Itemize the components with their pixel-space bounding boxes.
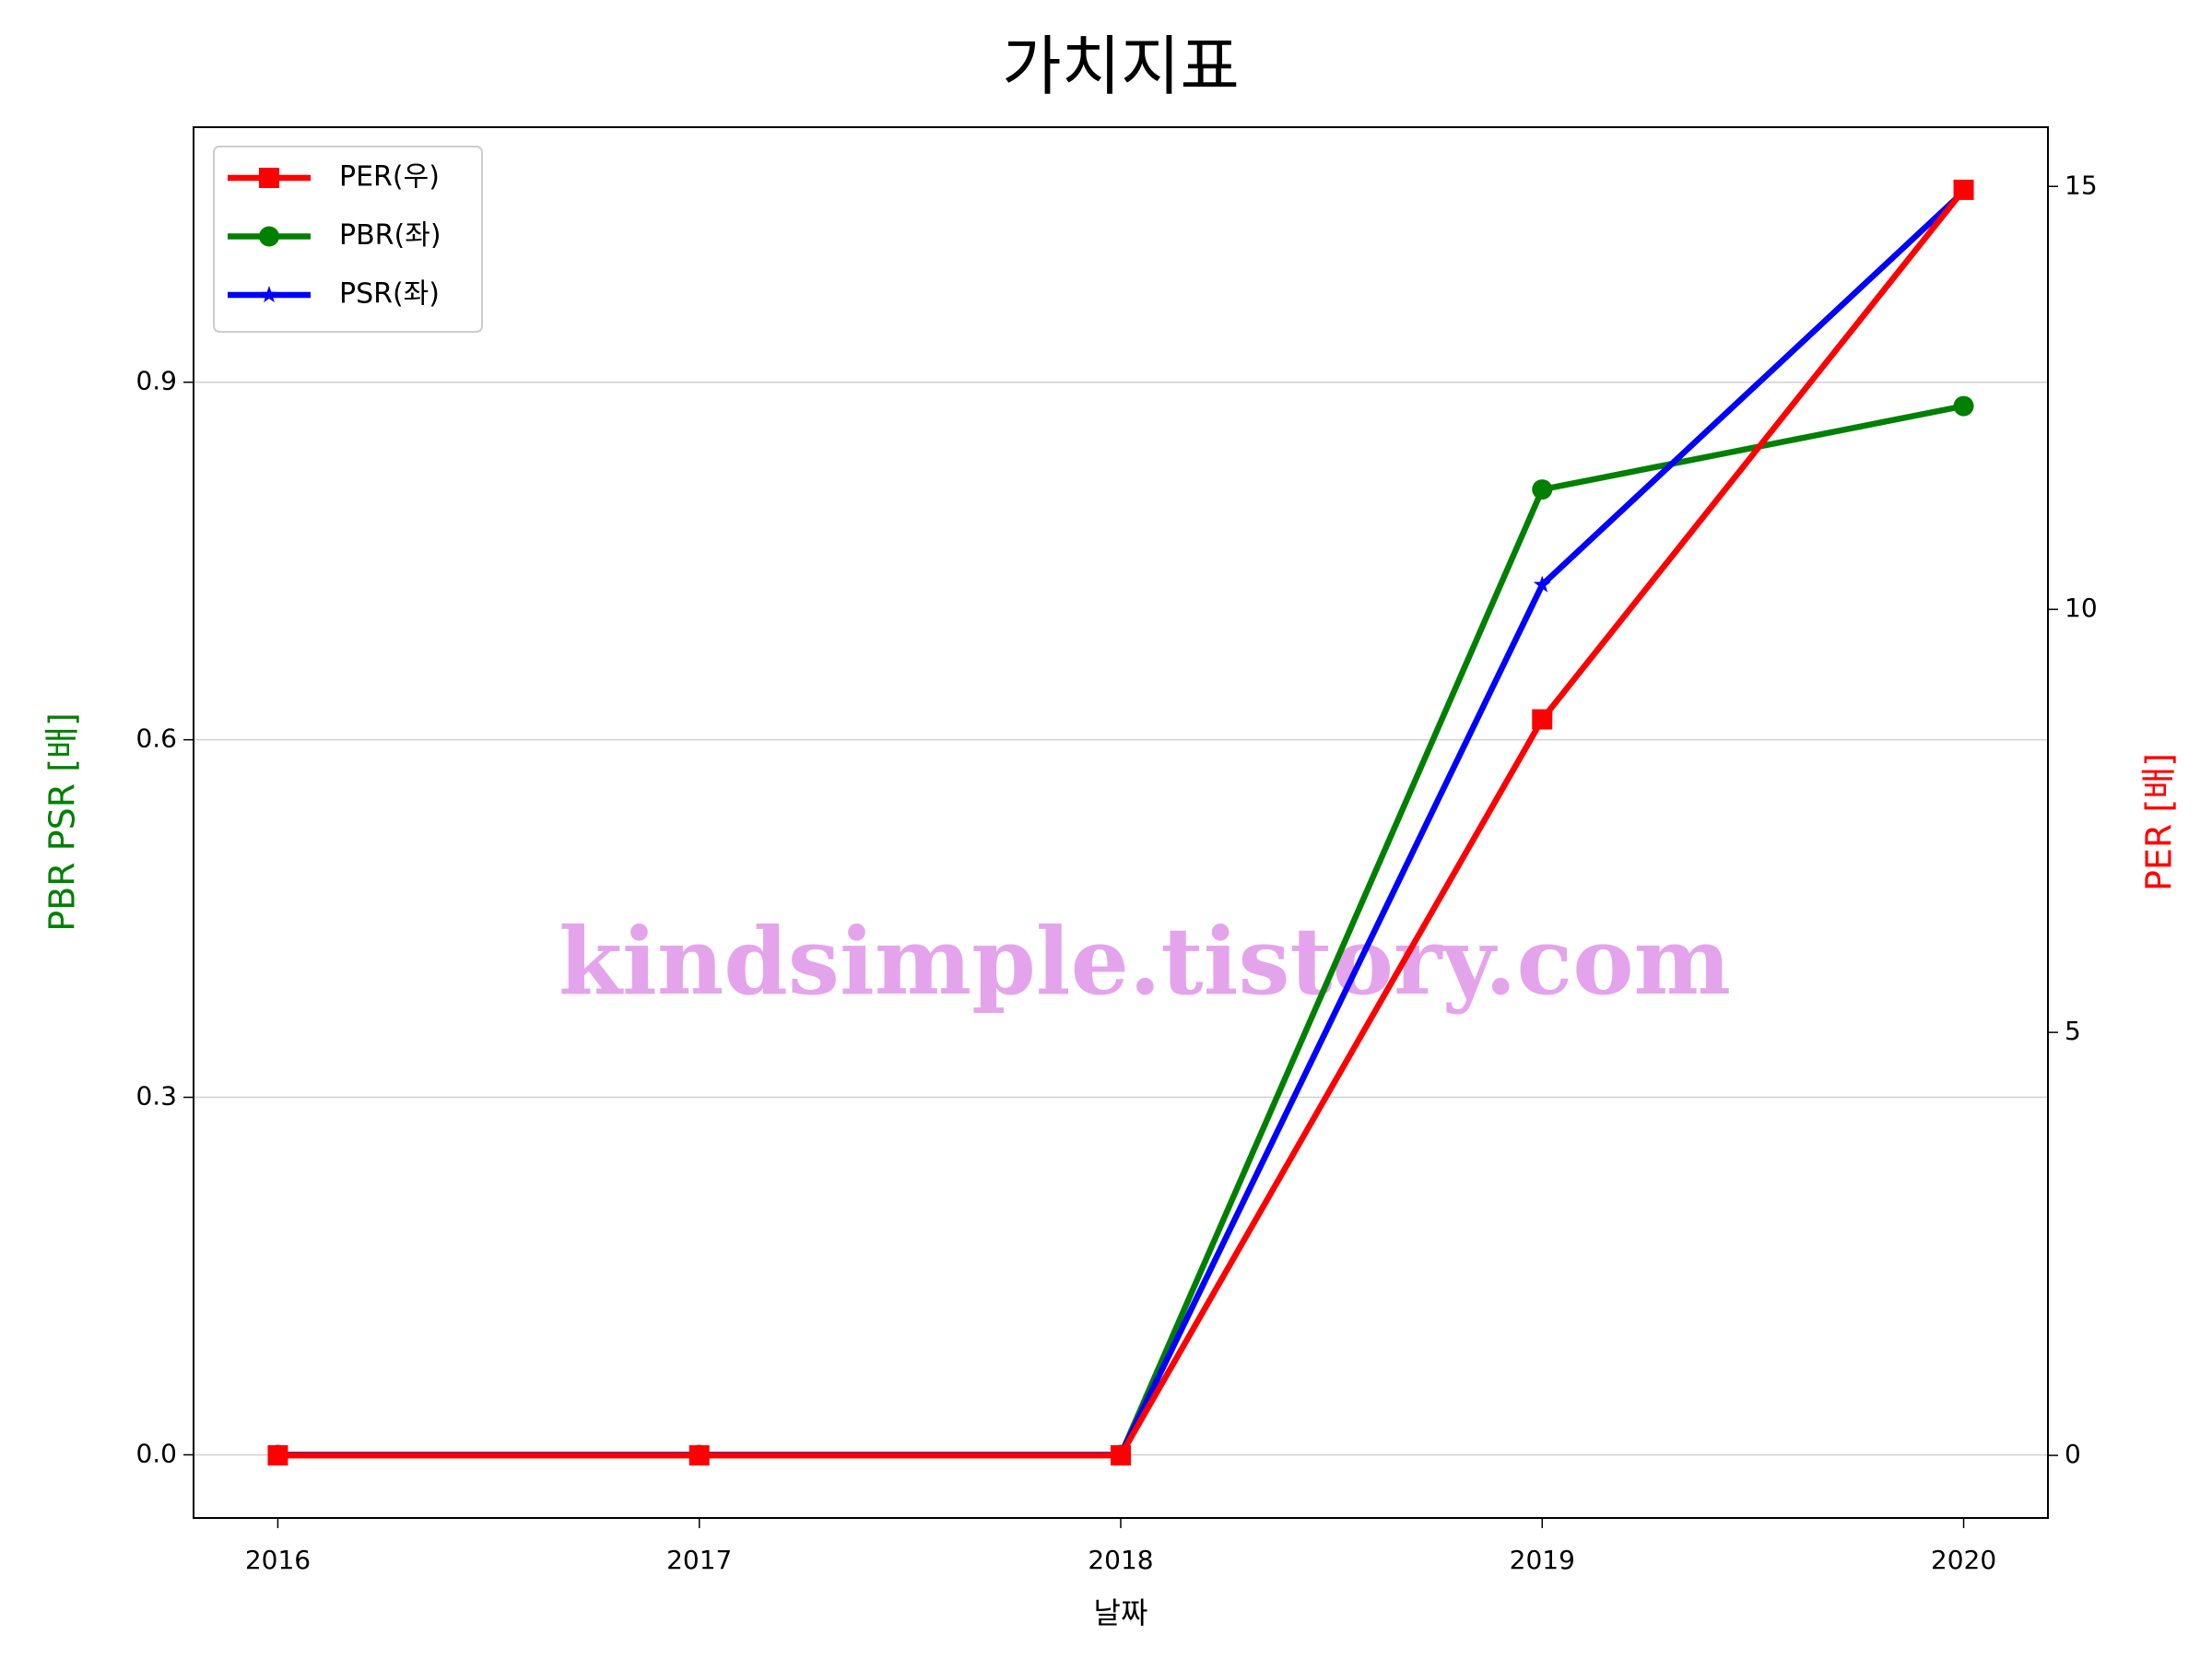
y-tick-label: 0.0	[135, 1438, 177, 1468]
series-line	[277, 189, 1966, 1458]
legend-label: PER(우)	[339, 161, 440, 194]
y2-tick-label: 10	[2065, 593, 2098, 623]
data-point	[1953, 395, 1974, 417]
y2-tick-label: 5	[2065, 1016, 2081, 1046]
legend-marker	[259, 168, 279, 188]
y-tick-label: 0.9	[135, 366, 177, 396]
data-point	[1111, 1445, 1131, 1466]
y2-tick-label: 15	[2065, 170, 2098, 200]
legend-marker	[259, 226, 279, 247]
data-point	[1532, 709, 1553, 730]
chart-title: 가치지표	[1002, 29, 1240, 104]
legend-box	[213, 146, 483, 333]
x-tick-label: 2019	[1510, 1545, 1575, 1575]
y-tick-label: 0.6	[135, 724, 177, 754]
y-tick-label: 0.3	[135, 1081, 177, 1112]
x-tick-label: 2020	[1931, 1545, 1996, 1575]
y-axis-label: PBR PSR [배]	[42, 712, 83, 932]
x-axis-label: 날짜	[1094, 1595, 1148, 1630]
data-point	[267, 1445, 288, 1466]
data-point	[688, 1445, 710, 1466]
legend-label: PSR(좌)	[339, 278, 440, 311]
y2-tick-label: 0	[2065, 1439, 2081, 1469]
y2-axis-label: PER [배]	[2139, 753, 2180, 891]
series-line	[277, 187, 1967, 1459]
x-tick-label: 2018	[1088, 1545, 1153, 1575]
x-tick-label: 2016	[245, 1545, 311, 1575]
legend-marker	[260, 286, 278, 303]
x-tick-label: 2017	[666, 1545, 732, 1575]
watermark: kindsimple.tistory.com	[559, 907, 1731, 1016]
data-point	[1533, 575, 1551, 593]
data-point	[1532, 479, 1553, 500]
data-point	[1953, 179, 1974, 200]
plot-frame	[193, 126, 2049, 1519]
legend-label: PBR(좌)	[339, 219, 441, 252]
legend: PER(우) PBR(좌) PSR(좌)	[213, 146, 483, 333]
